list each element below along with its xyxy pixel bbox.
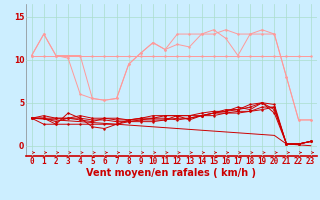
X-axis label: Vent moyen/en rafales ( km/h ): Vent moyen/en rafales ( km/h ) [86, 168, 256, 178]
